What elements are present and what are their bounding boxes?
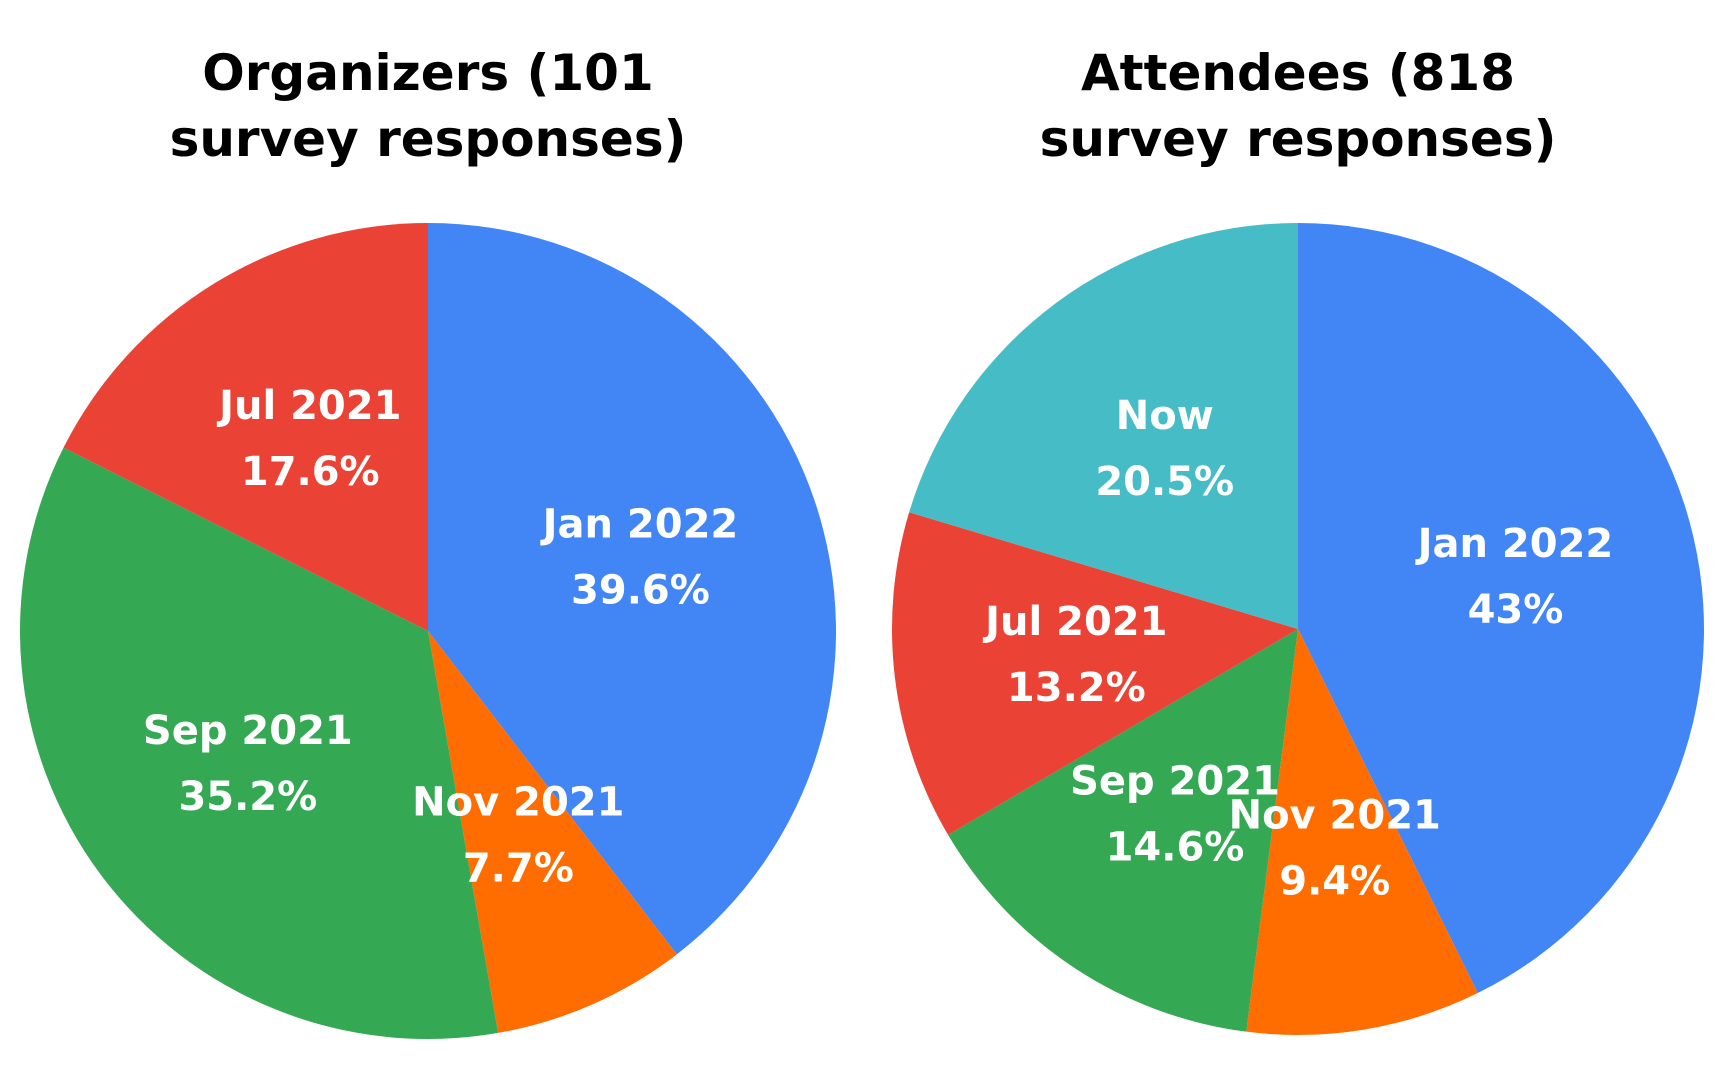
slice-value-label: 7.7% [463, 845, 574, 891]
pie-slice [428, 631, 677, 1033]
slice-label: Jan 2022 [540, 502, 739, 548]
chart-title: Organizers (101 survey responses) [169, 44, 687, 168]
pie-slice [909, 223, 1298, 629]
slice-value-label: 43% [1468, 587, 1564, 633]
slice-label: Jul 2021 [982, 599, 1167, 645]
pie-slice [948, 629, 1298, 1032]
slice-value-label: 35.2% [178, 774, 317, 820]
pie-slice [1298, 223, 1704, 994]
pie-slice [19, 447, 499, 1040]
slice-label: Jul 2021 [216, 383, 401, 429]
pie-slice [1246, 629, 1478, 1036]
slice-label: Jan 2022 [1415, 521, 1614, 567]
slice-label: Sep 2021 [1070, 758, 1280, 804]
slice-value-label: 20.5% [1095, 459, 1234, 505]
slice-value-label: 9.4% [1279, 858, 1390, 904]
slice-value-label: 14.6% [1106, 824, 1245, 870]
slice-value-label: 17.6% [241, 449, 380, 495]
pie-slice [428, 223, 837, 955]
slice-label: Nov 2021 [412, 779, 624, 825]
slice-label: Sep 2021 [143, 708, 353, 754]
pie-slice [891, 512, 1298, 835]
slice-label: Now [1116, 393, 1214, 439]
slice-value-label: 39.6% [571, 568, 710, 614]
pie-slice [63, 223, 429, 631]
slice-label: Nov 2021 [1229, 792, 1441, 838]
chart-title: Attendees (818 survey responses) [1039, 44, 1557, 168]
slice-value-label: 13.2% [1007, 665, 1146, 711]
